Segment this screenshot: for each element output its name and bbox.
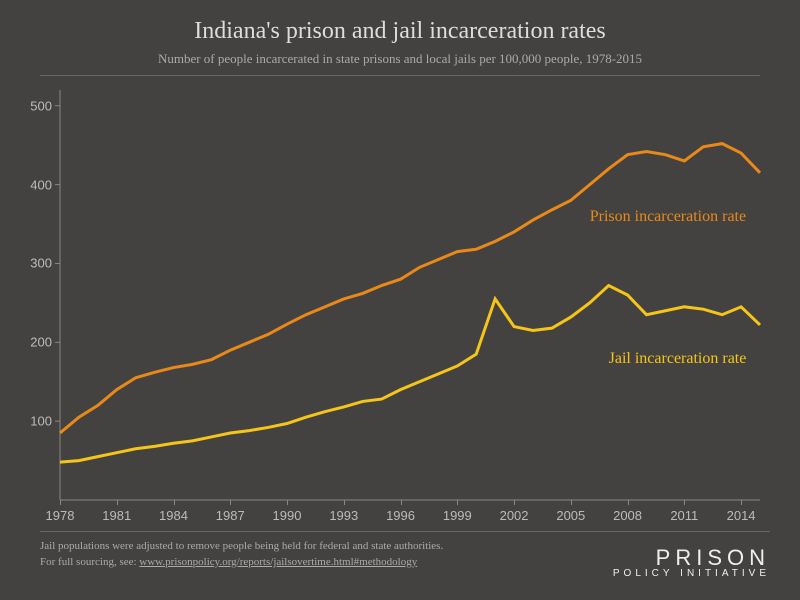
x-tick-mark bbox=[60, 500, 61, 505]
x-tick-mark bbox=[457, 500, 458, 505]
series-line bbox=[60, 286, 760, 463]
chart-area: 1002003004005001978198119841987199019931… bbox=[60, 90, 760, 500]
x-tick-mark bbox=[117, 500, 118, 505]
x-tick: 2008 bbox=[613, 508, 642, 523]
footnote-line2: For full sourcing, see: www.prisonpolicy… bbox=[40, 555, 443, 570]
x-tick: 1993 bbox=[329, 508, 358, 523]
x-tick: 2002 bbox=[500, 508, 529, 523]
y-tick: 300 bbox=[30, 256, 52, 271]
x-tick: 1987 bbox=[216, 508, 245, 523]
x-tick-mark bbox=[628, 500, 629, 505]
footnote-link[interactable]: www.prisonpolicy.org/reports/jailsoverti… bbox=[139, 556, 417, 568]
x-tick: 1999 bbox=[443, 508, 472, 523]
footnote: Jail populations were adjusted to remove… bbox=[40, 539, 443, 570]
series-line bbox=[60, 144, 760, 433]
x-tick: 1996 bbox=[386, 508, 415, 523]
x-tick-mark bbox=[401, 500, 402, 505]
logo-top: PRISON bbox=[613, 548, 770, 569]
series-label: Jail incarceration rate bbox=[609, 350, 747, 368]
footnote-line1: Jail populations were adjusted to remove… bbox=[40, 539, 443, 554]
x-tick: 2005 bbox=[556, 508, 585, 523]
x-tick-mark bbox=[287, 500, 288, 505]
x-tick-mark bbox=[174, 500, 175, 505]
series-label: Prison incarceration rate bbox=[590, 208, 746, 226]
logo-bottom: POLICY INITIATIVE bbox=[613, 569, 770, 579]
x-tick: 1981 bbox=[102, 508, 131, 523]
x-tick-mark bbox=[514, 500, 515, 505]
y-tick: 500 bbox=[30, 98, 52, 113]
x-tick: 2014 bbox=[727, 508, 756, 523]
footnote-prefix: For full sourcing, see: bbox=[40, 556, 139, 568]
footer-divider bbox=[40, 531, 770, 532]
y-tick: 400 bbox=[30, 177, 52, 192]
x-tick: 1990 bbox=[273, 508, 302, 523]
chart-title: Indiana's prison and jail incarceration … bbox=[0, 0, 800, 45]
chart-svg bbox=[60, 90, 760, 500]
y-tick: 200 bbox=[30, 335, 52, 350]
y-tick: 100 bbox=[30, 414, 52, 429]
x-tick-mark bbox=[741, 500, 742, 505]
chart-subtitle: Number of people incarcerated in state p… bbox=[40, 45, 760, 76]
x-tick-mark bbox=[684, 500, 685, 505]
x-tick: 1984 bbox=[159, 508, 188, 523]
logo: PRISON POLICY INITIATIVE bbox=[613, 548, 770, 578]
x-tick-mark bbox=[230, 500, 231, 505]
x-tick: 2011 bbox=[670, 508, 698, 523]
x-tick: 1978 bbox=[46, 508, 75, 523]
x-tick-mark bbox=[571, 500, 572, 505]
x-tick-mark bbox=[344, 500, 345, 505]
